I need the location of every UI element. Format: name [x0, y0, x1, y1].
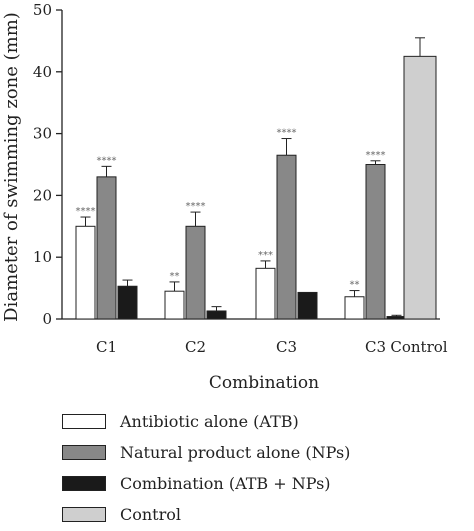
bar — [117, 285, 138, 320]
legend-swatch — [62, 507, 106, 522]
x-tick-label: C3 — [365, 338, 386, 356]
bars: *************************** — [75, 37, 437, 320]
x-tick-label: C2 — [185, 338, 206, 356]
legend-swatch — [62, 445, 106, 460]
x-tick-label: Control — [390, 338, 447, 356]
legend-label: Control — [120, 505, 182, 524]
y-axis-label: Diameter of swimming zone (mm) — [1, 12, 22, 322]
bar — [75, 225, 96, 320]
significance-label: ** — [350, 280, 360, 291]
x-axis-label: Combination — [209, 373, 319, 393]
legend-swatch — [62, 476, 106, 491]
bar — [276, 154, 297, 320]
y-tick-label: 0 — [42, 310, 52, 328]
significance-label: ** — [170, 271, 180, 282]
legend-item: Control — [62, 499, 350, 530]
legend-label: Natural product alone (NPs) — [120, 443, 351, 462]
y-tick-label: 20 — [33, 186, 52, 204]
legend: Antibiotic alone (ATB) Natural product al… — [62, 406, 350, 530]
bar — [96, 176, 117, 320]
legend-item: Natural product alone (NPs) — [62, 437, 350, 468]
significance-label: **** — [277, 128, 297, 139]
bar — [344, 296, 365, 320]
x-tick-label: C3 — [276, 338, 297, 356]
significance-label: **** — [186, 201, 206, 212]
significance-label: **** — [366, 150, 386, 161]
significance-label: **** — [76, 206, 96, 217]
bar — [365, 164, 386, 320]
bar — [403, 55, 437, 320]
significance-label: *** — [258, 250, 273, 261]
bar — [386, 316, 407, 320]
bar — [164, 290, 185, 320]
bar — [297, 291, 318, 320]
significance-label: **** — [97, 155, 117, 166]
y-tick-label: 10 — [33, 248, 52, 266]
y-tick-label: 50 — [33, 1, 52, 19]
legend-item: Antibiotic alone (ATB) — [62, 406, 350, 437]
legend-label: Combination (ATB + NPs) — [120, 474, 331, 493]
legend-swatch — [62, 414, 106, 429]
legend-label: Antibiotic alone (ATB) — [120, 412, 299, 431]
bar — [185, 225, 206, 320]
x-tick-label: C1 — [96, 338, 117, 356]
y-tick-label: 40 — [33, 63, 52, 81]
bar — [206, 310, 227, 320]
bar — [255, 267, 276, 320]
legend-item: Combination (ATB + NPs) — [62, 468, 350, 499]
bar-chart: Diameter of swimming zone (mm) Combinati… — [1, 1, 448, 393]
y-tick-label: 30 — [33, 125, 52, 143]
